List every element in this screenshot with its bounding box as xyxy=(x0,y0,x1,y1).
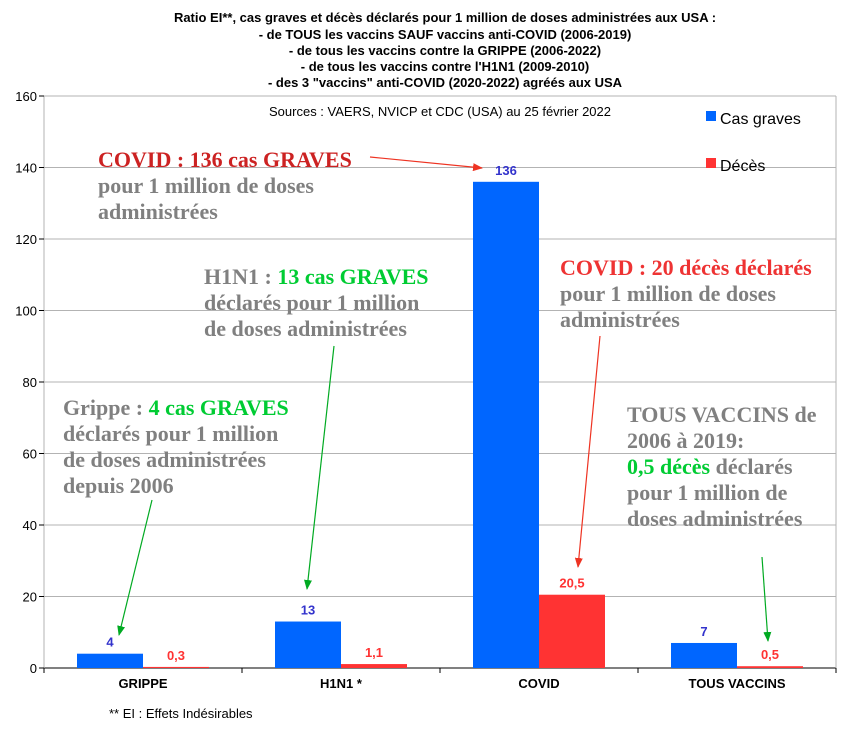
data-label-cas-graves-2: 136 xyxy=(495,163,517,178)
chart-title: Ratio EI**, cas graves et décès déclarés… xyxy=(174,10,716,90)
y-tick-label-0: 0 xyxy=(30,661,37,676)
annotation-covid-graves-line-1: COVID : 136 cas GRAVES xyxy=(98,147,352,172)
arrow-grippe xyxy=(117,499,153,636)
title-line-4: - de tous les vaccins contre l'H1N1 (200… xyxy=(301,59,590,74)
x-category-label-0: GRIPPE xyxy=(118,676,167,691)
bar-deces-2 xyxy=(539,594,605,668)
annotation-covid-deces-line-2: pour 1 million de doses xyxy=(560,281,776,306)
annotation-tous-vaccins: TOUS VACCINS de 2006 à 2019: 0,5 décès d… xyxy=(627,402,817,642)
annotation-tous-highlight: 0,5 décès xyxy=(627,454,711,479)
x-category-label-2: COVID xyxy=(518,676,559,691)
arrow-h1n1 xyxy=(304,345,335,590)
bar-cas-graves-0 xyxy=(77,653,143,668)
x-category-label-3: TOUS VACCINS xyxy=(688,676,785,691)
sources-note: Sources : VAERS, NVICP et CDC (USA) au 2… xyxy=(269,104,611,119)
legend-label-deces: Décès xyxy=(720,158,765,175)
annotation-h1n1-line-3: de doses administrées xyxy=(204,316,407,341)
annotation-grippe-line-2: déclarés pour 1 million xyxy=(63,421,278,446)
annotation-grippe: Grippe : 4 cas GRAVES déclarés pour 1 mi… xyxy=(63,395,289,636)
bar-deces-3 xyxy=(737,666,803,668)
annotation-grippe-prefix: Grippe : xyxy=(63,395,149,420)
annotation-covid-graves: COVID : 136 cas GRAVES pour 1 million de… xyxy=(98,147,483,224)
bar-deces-1 xyxy=(341,664,407,668)
data-label-cas-graves-1: 13 xyxy=(301,603,315,618)
arrow-covid-graves xyxy=(369,156,483,172)
bar-cas-graves-3 xyxy=(671,642,737,668)
bar-cas-graves-1 xyxy=(275,621,341,668)
title-line-5: - des 3 "vaccins" anti-COVID (2020-2022)… xyxy=(268,75,623,90)
data-label-deces-0: 0,3 xyxy=(167,648,185,663)
annotation-covid-deces-line-3: administrées xyxy=(560,307,680,332)
data-label-cas-graves-0: 4 xyxy=(106,635,114,650)
annotation-covid-graves-line-2: pour 1 million de doses xyxy=(98,173,314,198)
data-labels: 4 0,3 13 1,1 136 20,5 7 0,5 xyxy=(106,163,779,663)
annotation-h1n1-highlight: 13 cas GRAVES xyxy=(277,264,428,289)
bars xyxy=(77,181,803,669)
data-label-cas-graves-3: 7 xyxy=(700,624,707,639)
annotation-covid-deces-line-1: COVID : 20 décès déclarés xyxy=(560,255,812,280)
y-tick-label-80: 80 xyxy=(23,375,37,390)
y-tick-label-60: 60 xyxy=(23,447,37,462)
legend-swatch-cas-graves xyxy=(706,111,716,121)
bar-cas-graves-2 xyxy=(473,181,539,669)
annotation-h1n1: H1N1 : 13 cas GRAVES déclarés pour 1 mil… xyxy=(204,264,429,590)
annotation-tous-line-2: 2006 à 2019: xyxy=(627,428,744,453)
x-category-label-1: H1N1 * xyxy=(320,676,363,691)
annotation-h1n1-line-2: déclarés pour 1 million xyxy=(204,290,419,315)
annotation-tous-suffix: déclarés xyxy=(710,454,793,479)
arrow-covid-deces xyxy=(574,335,601,568)
y-tick-label-20: 20 xyxy=(23,590,37,605)
y-tick-label-40: 40 xyxy=(23,518,37,533)
annotation-grippe-line-4: depuis 2006 xyxy=(63,473,174,498)
legend-label-cas-graves: Cas graves xyxy=(720,111,801,128)
y-tick-label-120: 120 xyxy=(15,232,37,247)
annotation-grippe-line-1: Grippe : 4 cas GRAVES xyxy=(63,395,289,420)
annotation-covid-graves-line-3: administrées xyxy=(98,199,218,224)
data-label-deces-1: 1,1 xyxy=(365,645,383,660)
annotation-tous-line-1: TOUS VACCINS de xyxy=(627,402,817,427)
gridlines xyxy=(43,95,837,669)
legend-swatch-deces xyxy=(706,158,716,168)
data-label-deces-2: 20,5 xyxy=(559,576,584,591)
annotation-h1n1-line-1: H1N1 : 13 cas GRAVES xyxy=(204,264,429,289)
bar-deces-0 xyxy=(143,666,209,668)
y-tick-label-100: 100 xyxy=(15,304,37,319)
legend: Cas graves Décès xyxy=(706,111,801,175)
annotation-grippe-line-3: de doses administrées xyxy=(63,447,266,472)
y-axis: 0 20 40 60 80 100 120 140 160 xyxy=(15,89,44,676)
annotation-tous-line-5: doses administrées xyxy=(627,506,803,531)
data-label-deces-3: 0,5 xyxy=(761,647,779,662)
title-line-1: Ratio EI**, cas graves et décès déclarés… xyxy=(174,10,716,25)
x-axis: GRIPPE H1N1 * COVID TOUS VACCINS xyxy=(43,668,837,691)
y-tick-label-160: 160 xyxy=(15,89,37,104)
footnote: ** EI : Effets Indésirables xyxy=(109,706,253,721)
annotation-tous-line-3: 0,5 décès déclarés xyxy=(627,454,793,479)
y-tick-label-140: 140 xyxy=(15,161,37,176)
title-line-2: - de TOUS les vaccins SAUF vaccins anti-… xyxy=(259,27,632,42)
arrow-tous-vaccins xyxy=(761,556,772,642)
annotation-grippe-highlight: 4 cas GRAVES xyxy=(149,395,289,420)
annotation-covid-deces: COVID : 20 décès déclarés pour 1 million… xyxy=(560,255,812,568)
title-line-3: - de tous les vaccins contre la GRIPPE (… xyxy=(289,43,601,58)
annotation-h1n1-prefix: H1N1 : xyxy=(204,264,277,289)
annotation-tous-line-4: pour 1 million de xyxy=(627,480,788,505)
